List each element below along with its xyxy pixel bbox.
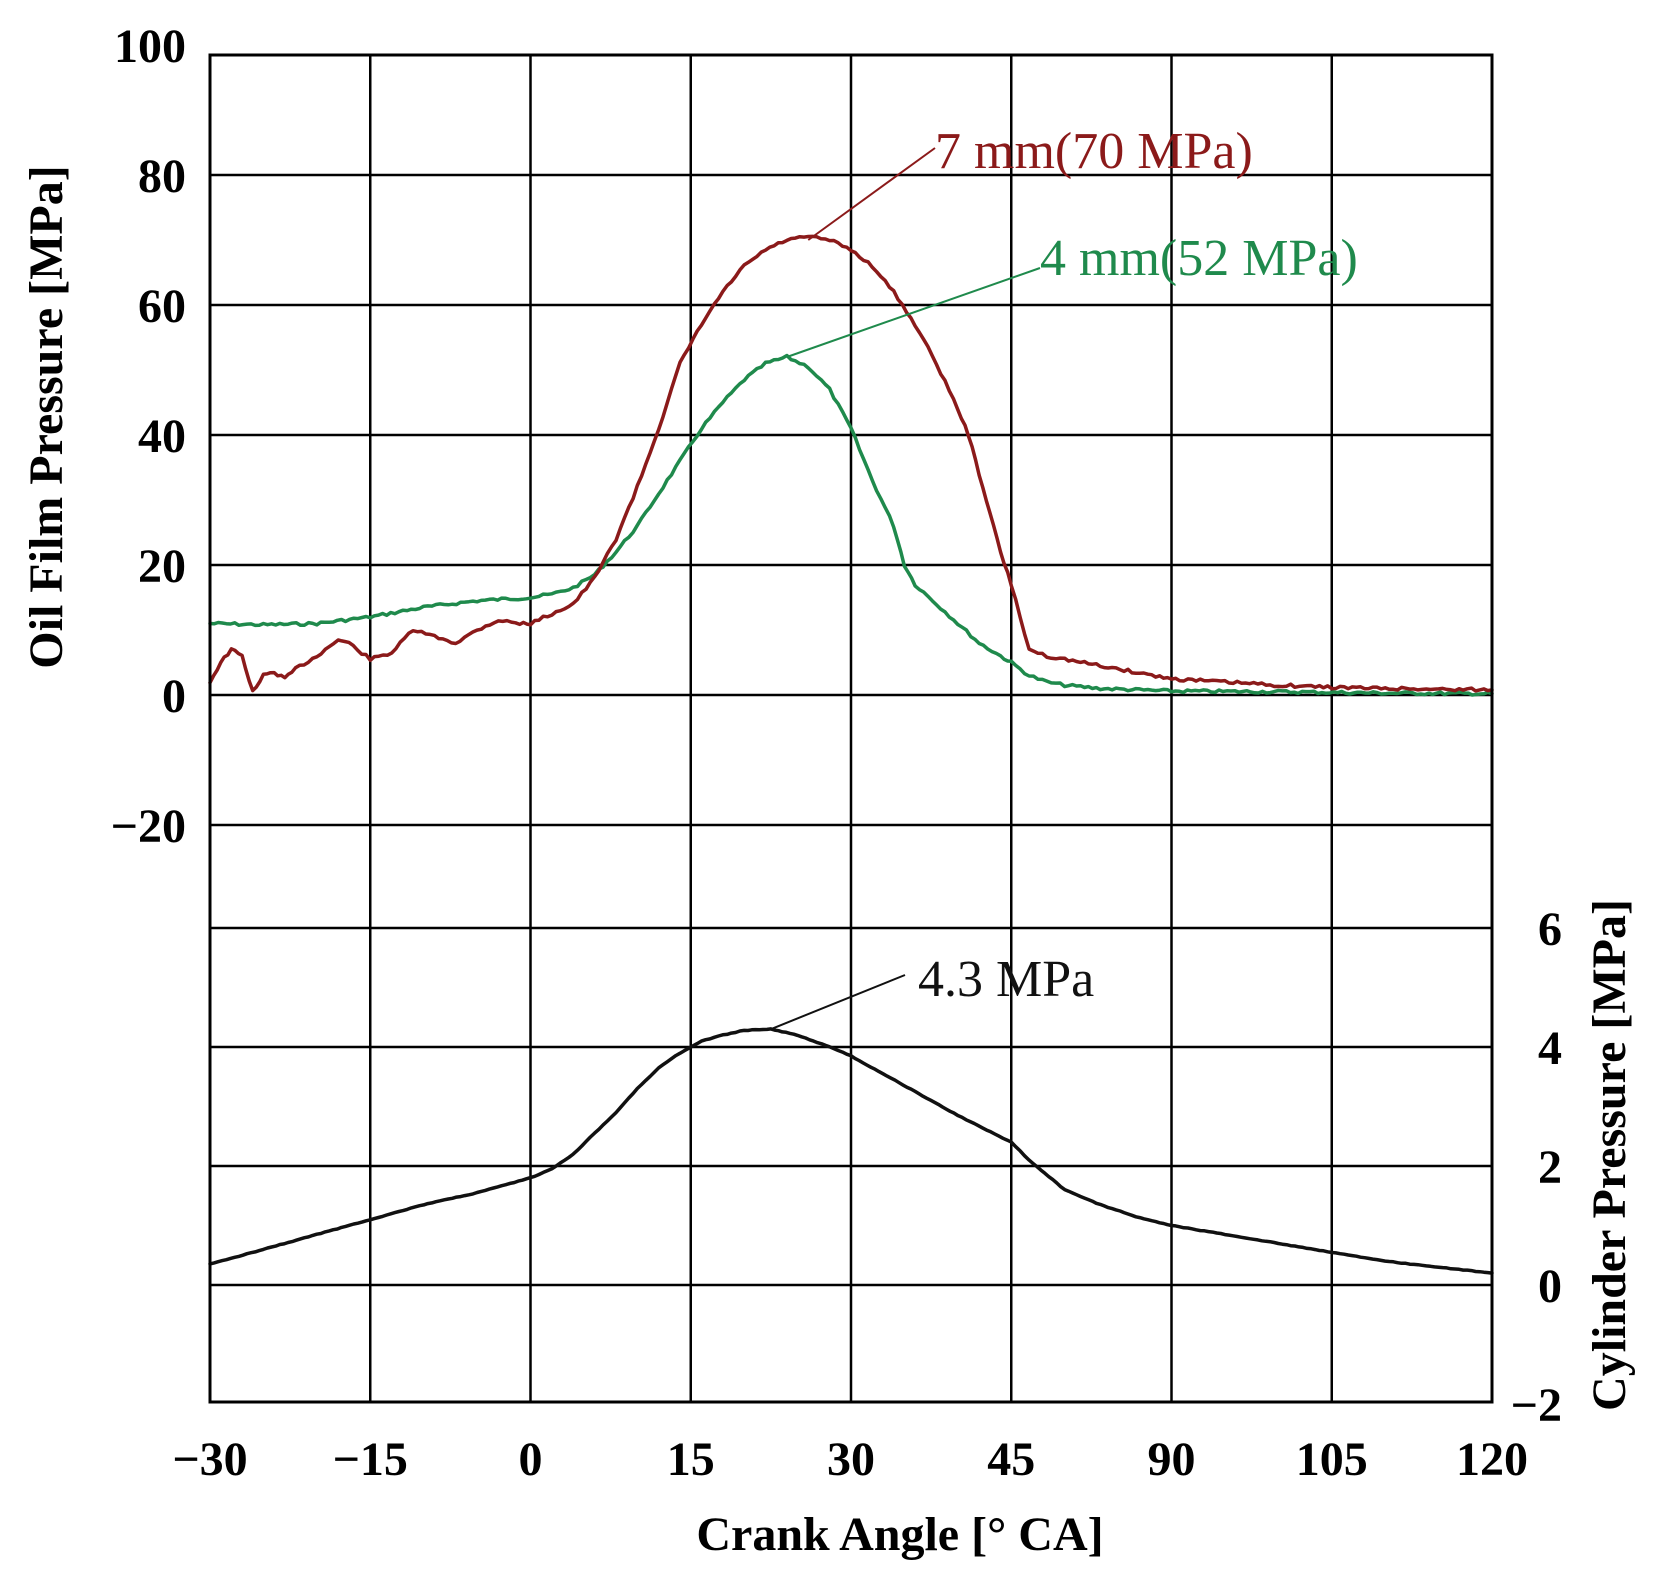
x-tick-label: 30 <box>827 1433 875 1486</box>
series-line-4mm <box>208 353 1494 697</box>
y-tick-label-cylinder: 4 <box>1538 1022 1562 1075</box>
series-7mm-leader-line <box>807 147 936 241</box>
x-tick-label: −30 <box>172 1433 247 1486</box>
series-7mm-annotation: 7 mm(70 MPa) <box>935 123 1253 180</box>
x-tick-label: −15 <box>333 1433 408 1486</box>
plot-frame <box>208 53 1494 1404</box>
x-tick-label: 120 <box>1456 1433 1528 1486</box>
grid <box>210 55 1492 1402</box>
cylinder-annotation: 4.3 MPa <box>918 951 1094 1008</box>
y-tick-label-oil: 0 <box>162 670 186 723</box>
x-tick-label: 90 <box>1148 1433 1196 1486</box>
tick-labels: −30 −15 0 15 30 45 90 105 120100806040200−206420… <box>111 20 1562 1486</box>
y-tick-label-cylinder: 6 <box>1538 903 1562 956</box>
series-layer <box>208 234 1494 1275</box>
y-tick-label-oil: −20 <box>111 800 186 853</box>
annotations: 7 mm(70 MPa) 4 mm(52 MPa) 4.3 MPa <box>770 123 1358 1031</box>
y-tick-label-cylinder: 2 <box>1538 1141 1562 1194</box>
y-axis-title-cylinder-pressure: Cylinder Pressure [MPa] <box>1583 899 1636 1411</box>
plot-border <box>208 53 1494 1404</box>
series-4mm-annotation: 4 mm(52 MPa) <box>1040 230 1358 287</box>
series-4mm-leader-line <box>786 267 1041 358</box>
x-tick-label: 45 <box>987 1433 1035 1486</box>
x-axis-title: Crank Angle [° CA] <box>696 1508 1103 1561</box>
y-tick-label-cylinder: 0 <box>1538 1260 1562 1313</box>
y-tick-label-oil: 100 <box>114 20 186 73</box>
y-tick-label-oil: 80 <box>138 150 186 203</box>
y-tick-label-cylinder: −2 <box>1511 1379 1562 1432</box>
y-tick-label-oil: 40 <box>138 410 186 463</box>
series-line-7mm <box>208 234 1494 693</box>
y-axis-title-oil-film-pressure: Oil Film Pressure [MPa] <box>20 165 73 668</box>
x-tick-label: 105 <box>1296 1433 1368 1486</box>
x-tick-label: 15 <box>667 1433 715 1486</box>
y-tick-label-oil: 20 <box>138 540 186 593</box>
y-tick-label-oil: 60 <box>138 280 186 333</box>
series-line-cylinder-pressure <box>208 1027 1494 1275</box>
x-tick-label: 0 <box>519 1433 543 1486</box>
cylinder-leader-line <box>770 974 906 1031</box>
